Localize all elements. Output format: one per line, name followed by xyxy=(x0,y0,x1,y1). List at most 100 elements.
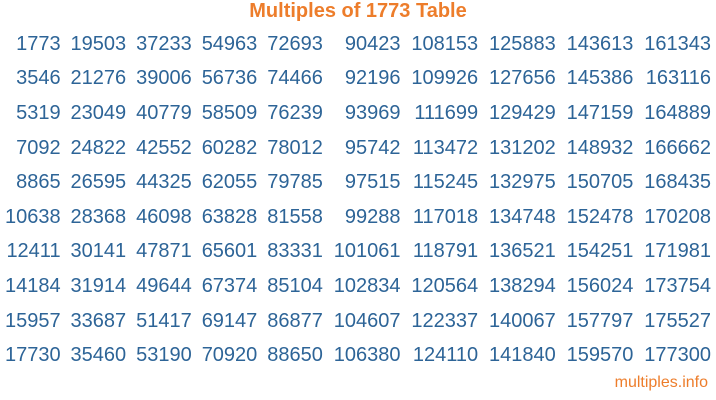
multiple-value[interactable]: 92196 xyxy=(344,67,401,90)
multiple-value[interactable]: 67374 xyxy=(201,274,258,297)
multiple-value[interactable]: 102834 xyxy=(333,274,401,297)
multiple-value[interactable]: 85104 xyxy=(267,274,323,297)
multiple-value[interactable]: 17730 xyxy=(4,344,61,367)
multiple-value[interactable]: 63828 xyxy=(201,205,258,228)
multiple-value[interactable]: 30141 xyxy=(70,240,127,263)
multiple-value[interactable]: 93969 xyxy=(344,101,401,124)
multiple-value[interactable]: 156024 xyxy=(566,274,634,297)
multiple-value[interactable]: 148932 xyxy=(566,136,634,159)
multiple-value[interactable]: 122337 xyxy=(411,309,479,332)
multiple-value[interactable]: 44325 xyxy=(136,171,192,194)
multiple-value[interactable]: 1773 xyxy=(16,32,61,55)
multiple-value[interactable]: 76239 xyxy=(267,101,323,124)
multiple-value[interactable]: 83331 xyxy=(267,240,323,263)
multiple-value[interactable]: 166662 xyxy=(644,136,711,159)
multiple-value[interactable]: 28368 xyxy=(70,205,127,228)
multiple-value[interactable]: 35460 xyxy=(70,344,127,367)
multiple-value[interactable]: 118791 xyxy=(412,240,479,263)
multiple-value[interactable]: 24822 xyxy=(70,136,127,159)
multiple-value[interactable]: 39006 xyxy=(136,67,192,90)
multiple-value[interactable]: 131202 xyxy=(488,136,556,159)
multiple-value[interactable]: 150705 xyxy=(566,171,634,194)
multiple-value[interactable]: 12411 xyxy=(6,240,61,263)
multiple-value[interactable]: 46098 xyxy=(136,205,192,228)
multiple-value[interactable]: 19503 xyxy=(70,32,127,55)
multiple-value[interactable]: 90423 xyxy=(344,32,401,55)
multiple-value[interactable]: 173754 xyxy=(644,274,711,297)
multiple-value[interactable]: 138294 xyxy=(488,274,556,297)
multiple-value[interactable]: 47871 xyxy=(136,240,192,263)
multiple-value[interactable]: 58509 xyxy=(201,101,258,124)
multiple-value[interactable]: 101061 xyxy=(333,240,401,263)
multiple-value[interactable]: 54963 xyxy=(201,32,258,55)
multiple-value[interactable]: 37233 xyxy=(136,32,192,55)
multiple-value[interactable]: 72693 xyxy=(267,32,323,55)
multiple-value[interactable]: 10638 xyxy=(4,205,61,228)
multiple-value[interactable]: 129429 xyxy=(488,101,556,124)
multiple-value[interactable]: 154251 xyxy=(566,240,634,263)
multiple-value[interactable]: 109926 xyxy=(411,67,479,90)
multiple-value[interactable]: 115245 xyxy=(412,171,479,194)
multiple-value[interactable]: 168435 xyxy=(644,171,711,194)
multiple-value[interactable]: 164889 xyxy=(644,101,711,124)
multiple-value[interactable]: 26595 xyxy=(70,171,127,194)
site-footer-link[interactable]: multiples.info xyxy=(614,374,708,391)
multiple-value[interactable]: 132975 xyxy=(488,171,556,194)
multiple-value[interactable]: 134748 xyxy=(488,205,556,228)
multiple-value[interactable]: 177300 xyxy=(644,344,711,367)
multiple-value[interactable]: 42552 xyxy=(136,136,192,159)
multiple-value[interactable]: 5319 xyxy=(16,101,61,124)
multiple-value[interactable]: 120564 xyxy=(411,274,479,297)
multiple-value[interactable]: 170208 xyxy=(644,205,711,228)
multiple-value[interactable]: 127656 xyxy=(488,67,556,90)
multiple-value[interactable]: 81558 xyxy=(267,205,323,228)
multiple-value[interactable]: 70920 xyxy=(201,344,258,367)
multiple-value[interactable]: 97515 xyxy=(344,171,401,194)
multiple-value[interactable]: 31914 xyxy=(70,274,127,297)
multiple-value[interactable]: 147159 xyxy=(566,101,634,124)
multiple-value[interactable]: 60282 xyxy=(201,136,258,159)
multiple-value[interactable]: 8865 xyxy=(16,171,61,194)
multiple-value[interactable]: 78012 xyxy=(267,136,323,159)
multiple-value[interactable]: 15957 xyxy=(4,309,61,332)
multiple-value[interactable]: 143613 xyxy=(566,32,634,55)
multiple-value[interactable]: 175527 xyxy=(644,309,711,332)
multiple-value[interactable]: 74466 xyxy=(267,67,323,90)
multiple-value[interactable]: 79785 xyxy=(267,171,323,194)
multiple-value[interactable]: 125883 xyxy=(488,32,556,55)
multiple-value[interactable]: 40779 xyxy=(136,101,192,124)
multiple-value[interactable]: 104607 xyxy=(333,309,401,332)
multiple-value[interactable]: 88650 xyxy=(267,344,323,367)
multiple-value[interactable]: 99288 xyxy=(344,205,401,228)
multiple-value[interactable]: 7092 xyxy=(16,136,61,159)
multiple-value[interactable]: 113472 xyxy=(412,136,479,159)
multiple-value[interactable]: 3546 xyxy=(16,67,61,90)
multiple-value[interactable]: 65601 xyxy=(201,240,258,263)
multiple-value[interactable]: 141840 xyxy=(488,344,556,367)
multiple-value[interactable]: 111699 xyxy=(414,101,479,124)
multiple-value[interactable]: 62055 xyxy=(201,171,258,194)
multiple-value[interactable]: 152478 xyxy=(566,205,634,228)
multiple-value[interactable]: 108153 xyxy=(411,32,479,55)
multiple-value[interactable]: 124110 xyxy=(412,344,479,367)
multiple-value[interactable]: 95742 xyxy=(344,136,401,159)
multiple-value[interactable]: 14184 xyxy=(4,274,61,297)
multiple-value[interactable]: 33687 xyxy=(70,309,127,332)
multiple-value[interactable]: 86877 xyxy=(267,309,323,332)
multiple-value[interactable]: 106380 xyxy=(333,344,401,367)
multiple-value[interactable]: 56736 xyxy=(201,67,258,90)
multiple-value[interactable]: 159570 xyxy=(566,344,634,367)
multiple-value[interactable]: 161343 xyxy=(644,32,711,55)
multiple-value[interactable]: 51417 xyxy=(136,309,192,332)
multiple-value[interactable]: 136521 xyxy=(488,240,556,263)
multiple-value[interactable]: 21276 xyxy=(70,67,127,90)
multiple-value[interactable]: 171981 xyxy=(644,240,711,263)
multiple-value[interactable]: 49644 xyxy=(136,274,192,297)
multiple-value[interactable]: 140067 xyxy=(488,309,556,332)
multiple-value[interactable]: 145386 xyxy=(566,67,634,90)
multiple-value[interactable]: 69147 xyxy=(201,309,258,332)
multiple-value[interactable]: 117018 xyxy=(412,205,479,228)
multiple-value[interactable]: 157797 xyxy=(566,309,634,332)
multiple-value[interactable]: 53190 xyxy=(136,344,192,367)
multiple-value[interactable]: 23049 xyxy=(70,101,127,124)
